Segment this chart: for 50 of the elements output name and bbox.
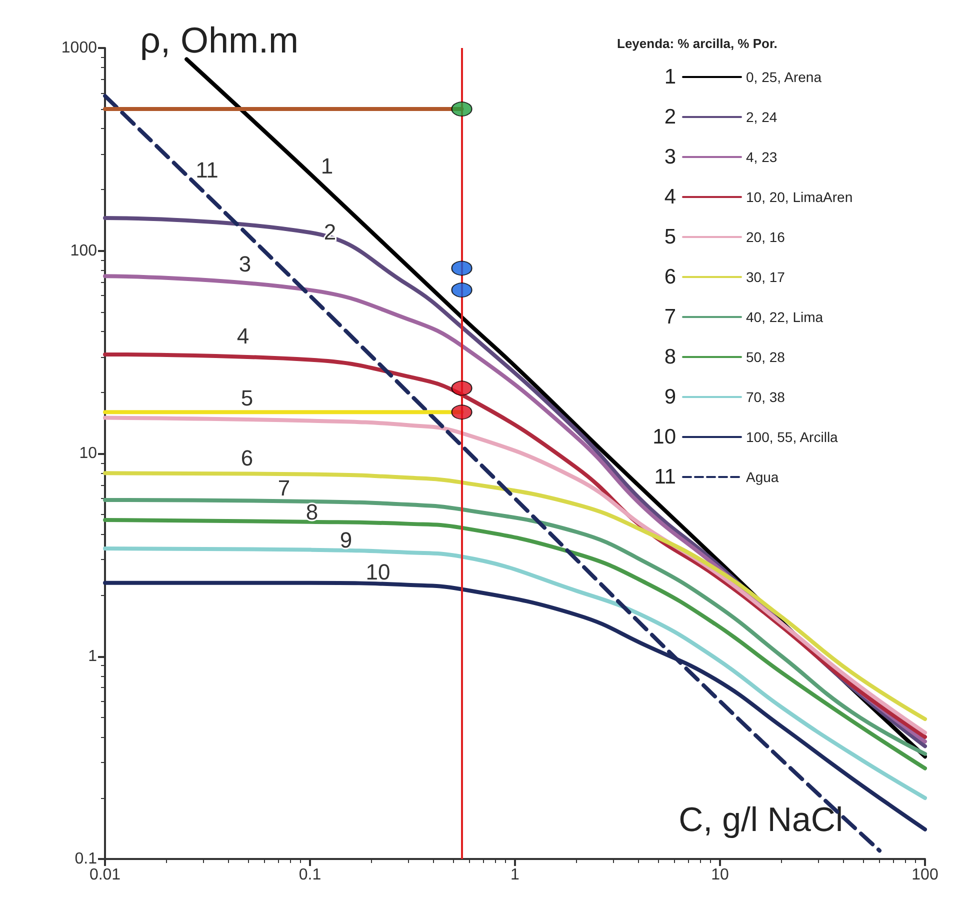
x-tick-label: 1: [510, 866, 520, 884]
point: [451, 260, 472, 276]
legend-label: 2, 24: [746, 109, 778, 125]
annotation: 7: [664, 306, 676, 328]
annotation: 5: [664, 226, 676, 248]
legend-label: 0, 25, Arena: [746, 69, 822, 85]
point: [451, 380, 472, 396]
text: 7: [278, 476, 290, 500]
annotation: 8: [664, 346, 676, 368]
x-axis-title: C, g/l NaCl: [678, 801, 844, 839]
legend-label: 20, 16: [746, 229, 786, 245]
legend-label: Agua: [746, 469, 779, 485]
text: 3: [238, 252, 252, 276]
y-tick-label: 1000: [61, 40, 98, 56]
y-tick-label: 1: [88, 648, 98, 665]
x-tick-label: 100: [912, 866, 938, 884]
point: [451, 404, 472, 420]
text: 6: [240, 446, 254, 470]
annotation: 4: [664, 186, 676, 208]
text: 1: [320, 154, 334, 178]
text: 10: [366, 560, 390, 584]
legend-label: 70, 38: [746, 389, 786, 405]
y-axis-title: ρ, Ohm.m: [140, 20, 298, 60]
annotation: 11: [654, 466, 676, 488]
legend-label: 100, 55, Arcilla: [746, 429, 838, 445]
text: 4: [236, 324, 250, 348]
x-tick-label: 0.1: [298, 866, 322, 884]
annotation: 9: [664, 386, 676, 408]
y-tick-label: 10: [79, 445, 98, 462]
legend-title: Leyenda: % arcilla, % Por.: [617, 36, 778, 51]
x-tick-label: 10: [711, 866, 729, 884]
legend-label: 50, 28: [746, 349, 786, 365]
annotation: 6: [664, 266, 676, 288]
text: 9: [340, 528, 352, 552]
annotation: 2: [664, 106, 676, 128]
legend-label: 30, 17: [746, 269, 786, 285]
legend-label: 40, 22, Lima: [746, 309, 824, 325]
annotation: 3: [664, 146, 676, 168]
y-tick-label: 100: [70, 242, 98, 260]
text: 5: [240, 386, 254, 410]
annotation: 1: [664, 66, 676, 88]
x-tick-label: 0.01: [89, 866, 121, 884]
text: 8: [306, 500, 318, 524]
text: 11: [196, 158, 218, 182]
point: [451, 282, 472, 298]
annotation: 10: [652, 426, 676, 448]
point: [451, 102, 472, 117]
y-tick-label: 0.1: [74, 850, 98, 868]
legend-label: 4, 23: [746, 149, 778, 165]
legend-label: 10, 20, LimaAren: [746, 189, 853, 205]
